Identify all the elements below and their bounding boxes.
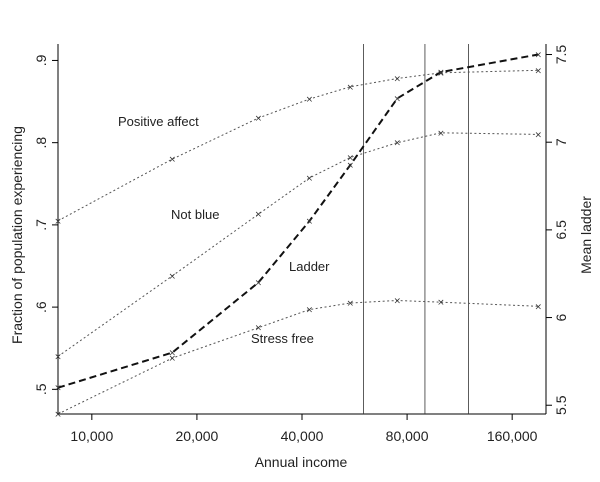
x-tick-label: 80,000 [386, 428, 429, 444]
point-marker-ladder: × [54, 384, 62, 394]
y-right-tick-label: 7 [553, 138, 569, 146]
point-marker-not-blue: × [54, 352, 62, 362]
point-marker-not-blue: × [169, 272, 177, 282]
point-marker-stress-free: × [437, 298, 445, 308]
point-marker-stress-free: × [394, 297, 402, 307]
point-marker-not-blue: × [394, 139, 402, 149]
x-tick-label: 160,000 [487, 428, 538, 444]
point-marker-ladder: × [437, 68, 445, 78]
series-line-positive-affect [57, 69, 539, 222]
y-right-tick-label: 7.5 [553, 45, 569, 65]
series-markers: ××××××× ×××××××× ×××××× × × ××××××××× [54, 51, 542, 420]
y-left-tick-label: .6 [33, 301, 49, 313]
x-axis-title: Annual income [255, 454, 348, 470]
series-line-stress-free [57, 299, 539, 415]
axes [52, 44, 552, 420]
series-label-positive-affect: Positive affect [118, 114, 199, 129]
point-marker-not-blue: × [437, 129, 445, 139]
series-lines [57, 53, 539, 415]
y-right-tick-label: 6 [553, 313, 569, 321]
point-marker-stress-free: × [306, 306, 314, 316]
point-marker-ladder: × [255, 278, 263, 288]
point-marker-stress-free: × [347, 299, 355, 309]
series-label-stress-free: Stress free [251, 331, 314, 346]
point-marker-positive-affect: × [437, 69, 445, 79]
x-tick-label: 40,000 [281, 428, 324, 444]
point-marker-stress-free: × [169, 354, 177, 364]
point-marker-not-blue: × [255, 210, 263, 220]
point-marker-ladder: × [394, 94, 402, 104]
point-marker-not-blue: × [534, 130, 542, 140]
y-axis-right-title: Mean ladder [578, 196, 594, 274]
series-label-not-blue: Not blue [171, 207, 219, 222]
y-left-tick-label: .8 [33, 137, 49, 149]
point-marker-stress-free: × [54, 410, 62, 420]
point-marker-positive-affect: × [54, 217, 62, 227]
point-marker-ladder: × [306, 217, 314, 227]
point-marker-positive-affect: × [255, 114, 263, 124]
tick-labels: 10,000 20,000 40,000 80,000 160,000 .5 .6 .7 .8.… [33, 45, 569, 444]
income-threshold-lines [363, 44, 469, 414]
point-marker-not-blue: × [347, 153, 355, 163]
point-marker-positive-affect: × [534, 66, 542, 76]
point-marker-not-blue: × [306, 174, 314, 184]
y-left-tick-label: .5 [33, 383, 49, 395]
point-marker-stress-free: × [255, 324, 263, 334]
series-line-not-blue [57, 132, 539, 357]
point-marker-positive-affect: × [306, 95, 314, 105]
point-marker-ladder: × [347, 161, 355, 171]
y-right-tick-label: 5.5 [553, 395, 569, 415]
point-marker-positive-affect: × [347, 83, 355, 93]
point-marker-positive-affect: × [394, 75, 402, 85]
series-label-ladder: Ladder [289, 259, 330, 274]
point-marker-ladder: × [169, 349, 177, 359]
y-axis-left-title: Fraction of population experiencing [9, 126, 25, 344]
y-left-tick-label: .7 [33, 219, 49, 231]
x-tick-label: 20,000 [176, 428, 219, 444]
y-left-tick-label: .9 [33, 54, 49, 66]
x-tick-label: 10,000 [70, 428, 113, 444]
point-marker-ladder: × [534, 51, 542, 61]
point-marker-stress-free: × [534, 302, 542, 312]
point-marker-positive-affect: × [169, 155, 177, 165]
series-line-ladder [57, 53, 539, 389]
y-right-tick-label: 6.5 [553, 220, 569, 240]
